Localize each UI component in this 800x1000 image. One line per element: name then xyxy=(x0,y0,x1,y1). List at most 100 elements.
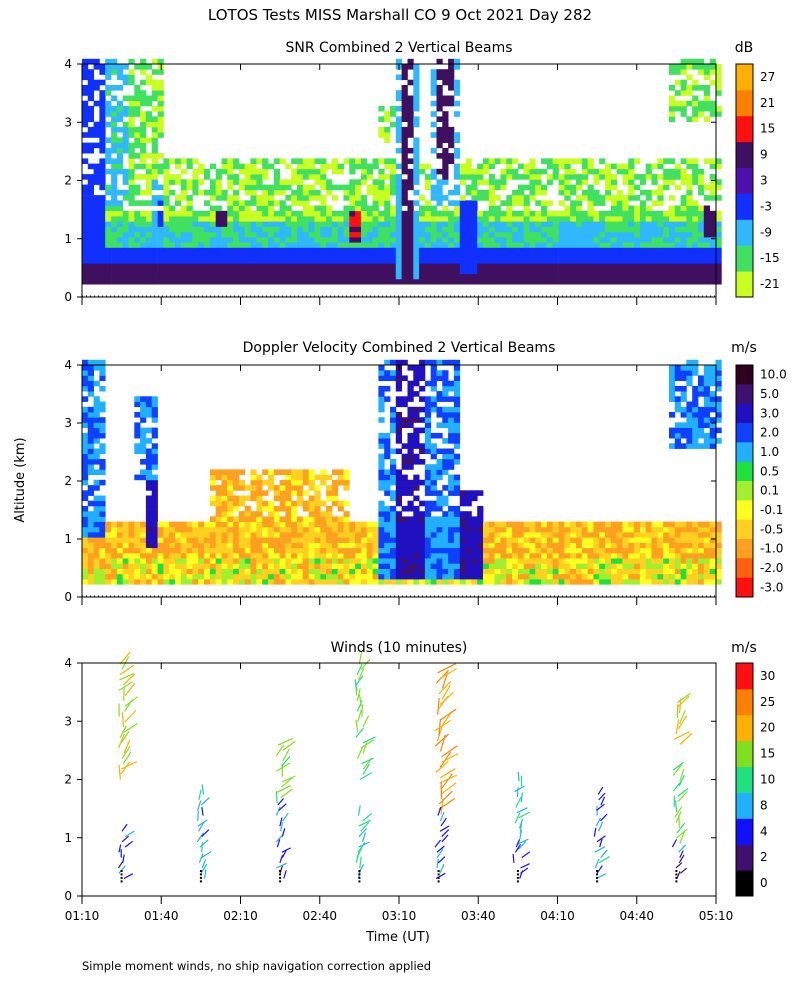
heatmap-cell xyxy=(378,375,385,381)
heatmap-cell xyxy=(238,226,246,233)
heatmap-cell xyxy=(221,511,228,517)
heatmap-cell xyxy=(175,210,182,217)
heatmap-cell xyxy=(192,237,199,243)
heatmap-cell xyxy=(273,485,280,491)
heatmap-cell xyxy=(610,184,618,191)
heatmap-cell xyxy=(703,247,710,254)
heatmap-cell xyxy=(343,189,350,196)
heatmap-cell xyxy=(111,573,118,580)
heatmap-cell xyxy=(610,221,618,227)
heatmap-cell xyxy=(401,516,408,522)
heatmap-cell xyxy=(128,226,135,233)
heatmap-cell xyxy=(494,205,501,212)
heatmap-cell xyxy=(692,111,699,117)
heatmap-cell xyxy=(459,558,466,564)
heatmap-cell xyxy=(250,168,257,175)
heatmap-cell xyxy=(651,579,658,585)
heatmap-cell xyxy=(546,547,554,554)
heatmap-cell xyxy=(349,573,356,580)
heatmap-cell xyxy=(471,231,478,238)
heatmap-cell xyxy=(378,247,385,254)
heatmap-cell xyxy=(407,385,414,392)
heatmap-cell xyxy=(285,469,292,475)
heatmap-cell xyxy=(140,558,147,564)
heatmap-cell xyxy=(419,579,426,585)
heatmap-cell xyxy=(175,247,182,254)
heatmap-cell xyxy=(349,521,356,528)
heatmap-cell xyxy=(680,221,687,227)
heatmap-cell xyxy=(163,526,170,533)
heatmap-cell xyxy=(134,258,141,264)
heatmap-cell xyxy=(657,184,664,191)
heatmap-cell xyxy=(372,273,379,280)
heatmap-cell xyxy=(430,563,437,569)
heatmap-cell xyxy=(395,237,402,243)
heatmap-cell xyxy=(116,137,124,143)
heatmap-cell xyxy=(372,552,379,559)
heatmap-cell xyxy=(535,268,542,275)
heatmap-cell xyxy=(610,263,618,269)
heatmap-cell xyxy=(308,273,315,280)
heatmap-cell xyxy=(715,563,722,569)
heatmap-cell xyxy=(703,242,710,248)
heatmap-cell xyxy=(494,547,501,554)
heatmap-cell xyxy=(366,168,373,175)
heatmap-cell xyxy=(541,184,548,191)
heatmap-cell xyxy=(198,579,205,585)
heatmap-cell xyxy=(372,532,379,538)
heatmap-cell xyxy=(186,563,193,569)
heatmap-cell xyxy=(372,200,379,206)
heatmap-cell xyxy=(622,205,629,212)
heatmap-cell xyxy=(186,521,193,528)
heatmap-cell xyxy=(401,85,408,91)
heatmap-cell xyxy=(448,427,455,434)
heatmap-cell xyxy=(395,495,402,502)
heatmap-cell xyxy=(215,278,222,285)
heatmap-cell xyxy=(401,200,408,206)
heatmap-cell xyxy=(366,542,373,549)
heatmap-cell xyxy=(669,179,676,185)
heatmap-cell xyxy=(116,210,124,217)
heatmap-cell xyxy=(331,526,339,533)
heatmap-cell xyxy=(361,526,368,533)
heatmap-cell xyxy=(715,417,722,423)
heatmap-cell xyxy=(494,210,501,217)
heatmap-cell xyxy=(512,200,519,206)
heatmap-cell xyxy=(122,526,129,533)
heatmap-cell xyxy=(157,573,164,580)
heatmap-cell xyxy=(436,521,443,528)
heatmap-cell xyxy=(448,542,455,549)
heatmap-cell xyxy=(268,526,275,533)
heatmap-cell xyxy=(238,521,246,528)
heatmap-cell xyxy=(238,563,246,569)
heatmap-cell xyxy=(576,216,583,222)
heatmap-cell xyxy=(407,242,414,248)
heatmap-cell xyxy=(343,479,350,486)
heatmap-cell xyxy=(250,474,257,481)
heatmap-cell xyxy=(343,568,350,575)
heatmap-cell xyxy=(692,537,699,543)
heatmap-cell xyxy=(395,200,402,206)
heatmap-cell xyxy=(145,532,153,538)
heatmap-cell xyxy=(459,221,466,227)
heatmap-cell xyxy=(151,179,158,185)
heatmap-cell xyxy=(82,365,89,371)
heatmap-cell xyxy=(581,263,588,269)
heatmap-cell xyxy=(163,263,170,269)
heatmap-cell xyxy=(122,189,129,196)
heatmap-cell xyxy=(558,174,565,180)
heatmap-cell xyxy=(442,179,449,185)
heatmap-cell xyxy=(116,273,124,280)
heatmap-cell xyxy=(529,568,536,575)
heatmap-cell xyxy=(564,242,571,248)
heatmap-cell xyxy=(419,365,426,371)
heatmap-cell xyxy=(186,158,193,164)
heatmap-cell xyxy=(657,579,664,585)
heatmap-cell xyxy=(639,258,647,264)
heatmap-cell xyxy=(639,231,647,238)
heatmap-cell xyxy=(343,521,350,528)
heatmap-cell xyxy=(343,542,350,549)
heatmap-cell xyxy=(581,168,588,175)
heatmap-cell xyxy=(134,247,141,254)
heatmap-cell xyxy=(477,516,484,522)
